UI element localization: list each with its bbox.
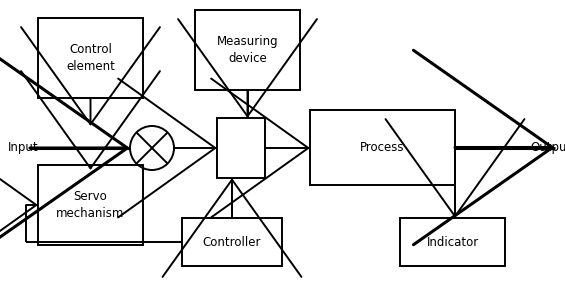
Bar (400, 218, 505, 266)
Text: Controller: Controller (203, 236, 261, 249)
Text: Measuring
device: Measuring device (217, 35, 279, 65)
Bar (195, 10, 300, 90)
Text: Indicator: Indicator (427, 236, 479, 249)
Bar (182, 218, 282, 266)
Bar (38, 18, 143, 98)
Text: Control
element: Control element (66, 43, 115, 73)
Bar (38, 165, 143, 245)
Text: Output: Output (530, 141, 565, 154)
Bar (310, 110, 455, 185)
Text: Process: Process (360, 141, 405, 154)
Text: Input: Input (8, 141, 38, 154)
Bar (217, 118, 265, 178)
Text: Servo
mechanism: Servo mechanism (56, 190, 125, 220)
